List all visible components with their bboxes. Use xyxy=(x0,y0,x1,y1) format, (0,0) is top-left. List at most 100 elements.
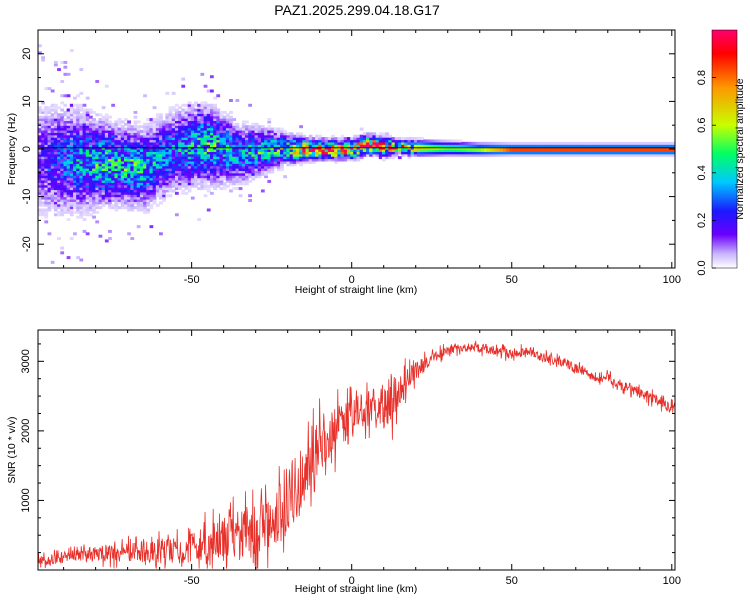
spectrogram-cell xyxy=(181,144,186,148)
spectrogram-cell xyxy=(95,182,100,186)
spectrogram-cell xyxy=(168,153,173,157)
spectrogram-cell xyxy=(155,194,160,198)
spectrogram-cell xyxy=(245,129,249,133)
spectrogram-cell xyxy=(490,153,495,157)
spectrogram-cell xyxy=(155,141,160,145)
spectrogram-cell xyxy=(248,132,252,136)
spectrogram-cell xyxy=(404,141,409,145)
spectrogram-cell xyxy=(598,141,603,145)
spectrogram-cell xyxy=(232,182,237,186)
spectrogram-cell xyxy=(88,139,93,143)
spectrogram-cell xyxy=(184,182,189,186)
spectrogram-cell xyxy=(149,175,154,179)
spectrogram-cell xyxy=(136,170,141,174)
spectrogram-cell xyxy=(174,127,179,131)
spectrogram-cell xyxy=(63,153,68,157)
spectrogram-cell xyxy=(136,156,141,160)
spectrogram-cell xyxy=(378,153,383,157)
spectrogram-cell xyxy=(130,125,135,129)
spectrogram-cell xyxy=(429,149,434,152)
spectrogram-cell xyxy=(248,179,252,183)
spectrogram-cell xyxy=(88,115,93,119)
spectrogram-cell xyxy=(95,201,100,205)
spectrogram-cell xyxy=(108,158,112,162)
spectrogram-cell xyxy=(280,132,284,136)
spectrogram-cell xyxy=(318,151,323,155)
spectrogram-cell xyxy=(149,172,154,176)
spectrogram-cell xyxy=(63,110,68,114)
spectrogram-cell xyxy=(136,139,141,143)
spectrogram-cell xyxy=(311,137,316,141)
spectrogram-cell xyxy=(209,191,214,195)
spectrogram-cell xyxy=(44,139,49,143)
spectrogram-cell xyxy=(101,172,106,176)
spectrogram-cell xyxy=(222,177,227,181)
spectrogram-cell xyxy=(264,160,268,164)
spectrogram-cell xyxy=(461,144,466,148)
spectrogram-cell xyxy=(82,125,87,129)
spectrogram-cell xyxy=(127,129,131,133)
spectrogram-cell xyxy=(178,122,182,126)
spectrogram-cell xyxy=(209,149,214,152)
spectrogram-cell xyxy=(458,141,463,145)
spectrogram-cell xyxy=(321,158,326,162)
spectrogram-cell xyxy=(63,137,68,141)
spectrogram-cell xyxy=(120,179,125,183)
spectrogram-cell xyxy=(404,151,409,155)
spectrogram-cell xyxy=(181,120,186,124)
spectrogram-cell xyxy=(146,194,151,198)
spectrogram-cell xyxy=(53,187,58,191)
spectrogram-cell xyxy=(187,187,192,191)
spectrogram-cell xyxy=(63,201,68,205)
spectrogram-cell xyxy=(538,141,542,145)
spectrogram-cell xyxy=(85,201,90,205)
spectrogram-cell xyxy=(44,196,49,200)
spectrogram-cell xyxy=(248,172,252,176)
spectrogram-cell xyxy=(171,122,176,126)
spectrogram-cell xyxy=(120,153,125,157)
spectrogram-cell xyxy=(522,151,526,155)
spectrogram-cell xyxy=(203,115,208,119)
spectrogram-cell xyxy=(79,68,84,72)
spectrogram-cell xyxy=(270,158,275,162)
spectrogram-cell xyxy=(493,141,498,145)
spectrogram-cell xyxy=(41,201,45,205)
spectrogram-cell xyxy=(184,149,189,152)
spectrogram-cell xyxy=(407,149,412,152)
spectrogram-cell xyxy=(85,191,90,195)
spectrogram-cell xyxy=(209,163,214,167)
spectrogram-cell xyxy=(57,106,61,110)
spectrogram-cell xyxy=(582,149,587,152)
spectrogram-cell xyxy=(114,194,119,198)
spectrogram-cell xyxy=(152,149,157,152)
spectrogram-cell xyxy=(108,187,112,191)
spectrogram-cell xyxy=(232,129,237,133)
spectrogram-cell xyxy=(178,120,182,124)
spectrogram-cell xyxy=(162,156,167,160)
spectrogram-cell xyxy=(407,151,412,155)
spectrogram-cell xyxy=(659,149,663,152)
spectrogram-cells xyxy=(38,44,675,264)
spectrogram-cell xyxy=(41,56,45,60)
spectrogram-cell xyxy=(241,141,246,145)
spectrogram-cell xyxy=(219,187,224,191)
spectrogram-cell xyxy=(130,141,135,145)
spectrogram-cell xyxy=(655,149,660,152)
spectrogram-cell xyxy=(595,151,600,155)
spectrogram-cell xyxy=(73,156,77,160)
spectrogram-cell xyxy=(566,149,571,152)
spectrogram-cell xyxy=(88,118,93,122)
spectrogram-cell xyxy=(496,153,501,157)
spectrogram-cell xyxy=(378,156,383,160)
spectrogram-cell xyxy=(276,144,281,148)
spectrogram-cell xyxy=(203,127,208,131)
spectrogram-cell xyxy=(104,196,109,200)
spectrogram-cell xyxy=(108,141,112,145)
spectrogram-cell xyxy=(143,153,147,157)
spectrogram-cell xyxy=(190,172,195,176)
spectrogram-cell xyxy=(117,196,122,200)
spectrogram-cell xyxy=(73,144,77,148)
spectrogram-cell xyxy=(155,177,160,181)
spectrogram-cell xyxy=(235,156,240,160)
spectrogram-cell xyxy=(111,129,116,133)
